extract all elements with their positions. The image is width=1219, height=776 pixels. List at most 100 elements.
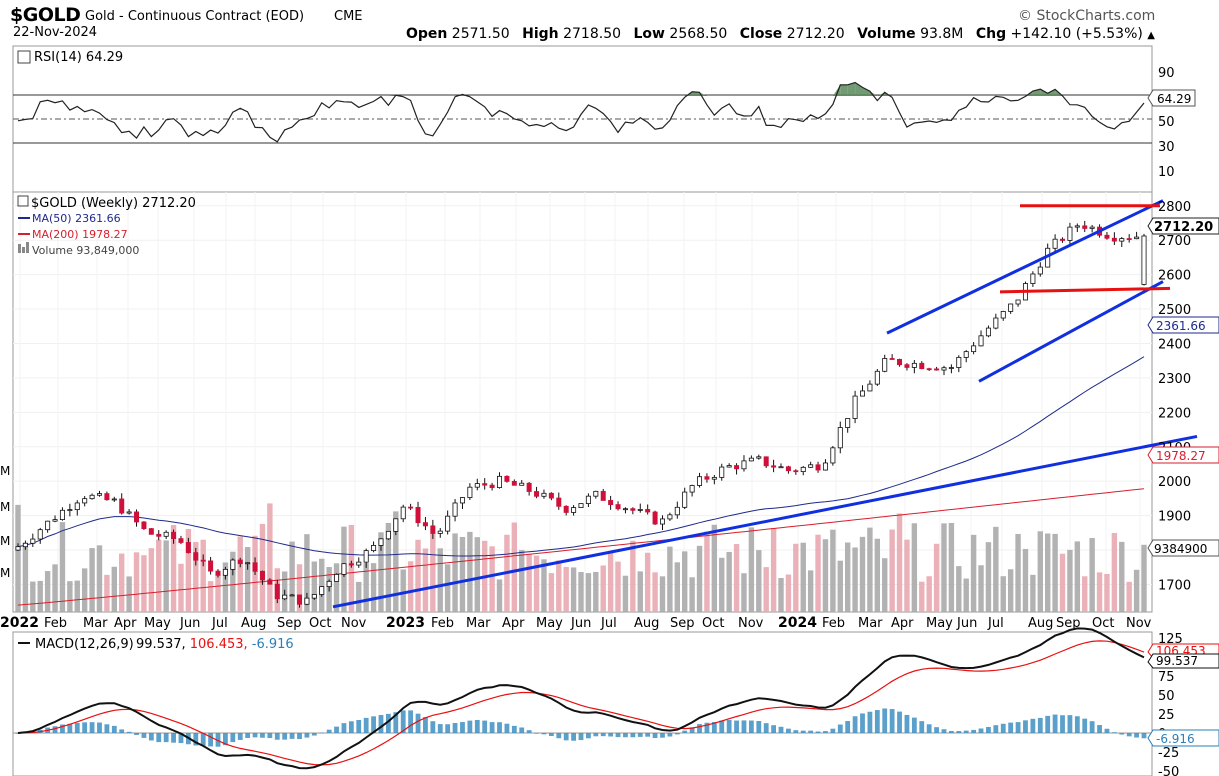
volume-axis-label-truncated: M [0, 500, 10, 514]
candle-body [808, 464, 814, 468]
volume-bar [763, 567, 769, 612]
candle-body [971, 345, 977, 353]
macd-histogram-bar [260, 733, 265, 738]
macd-hist-tag: -6.916 [1147, 729, 1219, 747]
macd-histogram-bar [726, 719, 732, 733]
macd-histogram-bar [156, 733, 162, 743]
volume-bar [156, 539, 162, 612]
volume-bar [37, 580, 43, 612]
rsi-overbought-fill [832, 84, 841, 96]
price-tick-label: 2000 [1158, 475, 1191, 490]
candle-body [1141, 235, 1147, 285]
candle-body [1030, 273, 1036, 284]
macd-histogram-bar [319, 732, 325, 734]
macd-histogram-bar [867, 711, 873, 733]
volume-bar [22, 542, 29, 612]
volume-bar [526, 553, 532, 612]
long-term-trendline [332, 434, 1198, 609]
macd-histogram-bar [452, 723, 458, 733]
volume-bar [141, 555, 147, 612]
candle-body [430, 525, 436, 534]
rsi-overbought-fill [684, 91, 693, 96]
candle-body [141, 521, 147, 529]
volume-bar [726, 551, 732, 612]
macd-histogram-bar [289, 733, 295, 739]
macd-histogram-bar [548, 733, 554, 737]
candle-body [148, 528, 154, 535]
volume-bar [867, 527, 873, 612]
macd-histogram-bar [1015, 722, 1021, 733]
candle-body [1037, 266, 1043, 275]
candle-body [311, 594, 317, 599]
x-axis-label: Oct [1092, 616, 1114, 631]
macd-histogram-bar [593, 733, 599, 737]
macd-histogram-bar [356, 719, 362, 733]
macd-histogram-bar [1023, 720, 1028, 733]
volume-bar [882, 558, 888, 612]
candle-body [1126, 238, 1132, 240]
candle-body [215, 570, 221, 576]
macd-histogram-bar [445, 724, 451, 733]
candle-body [15, 546, 21, 551]
volume-bar [289, 541, 295, 612]
candle-body [1008, 303, 1014, 312]
candle-body [659, 518, 665, 525]
candle-body [726, 465, 732, 468]
candle-body [830, 447, 836, 464]
volume-bar [319, 558, 325, 612]
price-legend-main: $GOLD (Weekly) 2712.20 [31, 196, 196, 211]
macd-histogram-bar [667, 733, 673, 737]
candle-body [296, 594, 302, 605]
svg-text:-6.916: -6.916 [1156, 732, 1195, 746]
candle-body [778, 466, 784, 469]
volume-bar [644, 552, 651, 612]
signal-value: 106.453, [190, 637, 248, 652]
volume-bar [1119, 541, 1125, 612]
macd-histogram-bar [511, 725, 517, 733]
channel-lower-line [978, 280, 1164, 383]
svg-text:1978.27: 1978.27 [1156, 449, 1206, 463]
macd-histogram-bar [608, 733, 614, 737]
volume-bar [415, 539, 421, 612]
price-legend: $GOLD (Weekly) 2712.20 MA(50) 2361.66 MA… [17, 195, 196, 257]
x-axis-label: Oct [702, 616, 724, 631]
macd-line [17, 627, 1145, 770]
volume-bar [822, 539, 829, 612]
volume-bar [119, 553, 125, 612]
rsi-legend-icon [17, 50, 31, 64]
quote-date: 22-Nov-2024 [13, 25, 98, 40]
candle-body [600, 490, 606, 501]
macd-histogram-bar [808, 730, 814, 733]
ma200-legend: MA(200) 1978.27 [32, 228, 128, 241]
price-tick-label: 2300 [1158, 372, 1191, 387]
macd-histogram-bar [208, 733, 214, 747]
candle-body [822, 462, 828, 471]
volume-bar [1111, 533, 1118, 612]
price-tick-label: 2600 [1158, 269, 1191, 284]
candle-body [304, 597, 310, 605]
volume-bar [667, 546, 673, 612]
x-axis-label: Jul [987, 616, 1004, 631]
macd-histogram-bar [941, 729, 947, 733]
volume-bar [1133, 569, 1140, 612]
volume-label: Volume [857, 26, 916, 42]
candle-body [482, 483, 488, 486]
volume-bar [207, 581, 214, 612]
volume-bar [459, 536, 466, 612]
symbol-description: Gold - Continuous Contract (EOD) [85, 9, 305, 24]
macd-histogram-bar [1067, 715, 1073, 733]
volume-bar [793, 543, 799, 612]
volume-bar [852, 547, 858, 612]
volume-bar [807, 570, 814, 612]
volume-bar [659, 576, 666, 612]
macd-histogram-bar [741, 720, 747, 733]
macd-histogram-bar [200, 733, 206, 746]
open-value: 2571.50 [451, 26, 510, 42]
macd-histogram-bar [297, 733, 302, 740]
volume-bar [933, 543, 940, 612]
macd-histogram-bar [1037, 717, 1043, 733]
macd-histogram-bar [82, 722, 88, 733]
macd-histogram-bar [52, 726, 58, 733]
x-axis-label: Sep [670, 616, 695, 631]
